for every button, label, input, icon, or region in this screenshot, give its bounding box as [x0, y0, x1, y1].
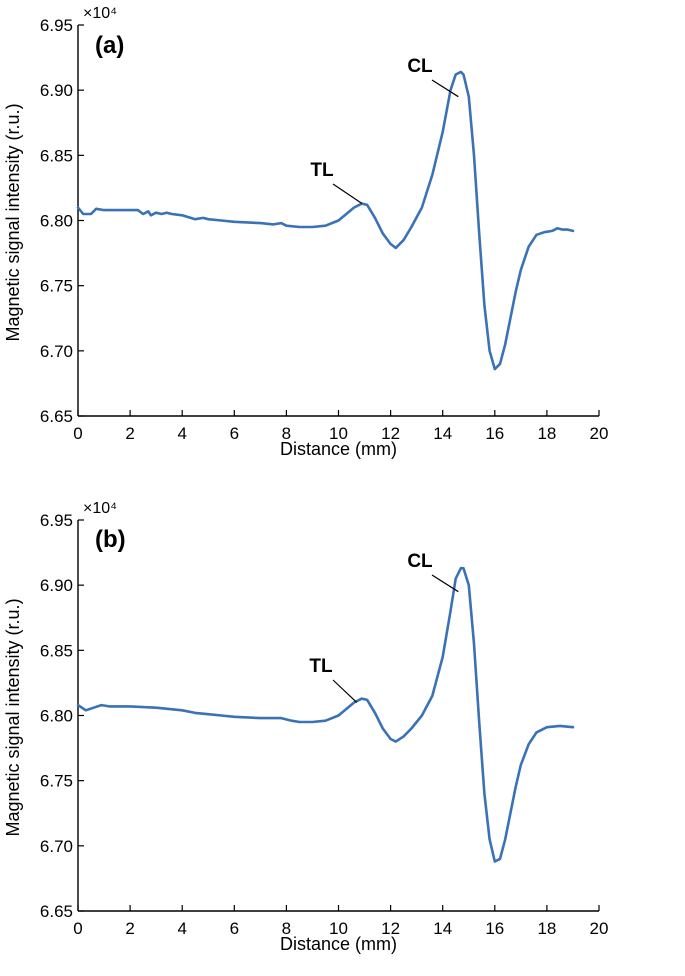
y-tick-label: 6.70: [40, 342, 73, 361]
x-axis-label: Distance (mm): [280, 934, 397, 954]
x-tick-label: 6: [230, 919, 239, 938]
panel-label: (a): [95, 32, 124, 59]
x-tick-label: 12: [381, 424, 400, 443]
annotation-tl-label: TL: [310, 160, 334, 181]
y-axis-label: Magnetic signal intensity (r.u.): [3, 598, 23, 836]
x-tick-label: 16: [485, 919, 504, 938]
panel-label: (b): [95, 526, 126, 553]
x-tick-label: 14: [433, 424, 452, 443]
panel-b: 0 2 4 6 8 10 12 14 16 18 20 6.65 6.70 6.75 6.80 6.85 6.9…: [3, 500, 608, 954]
x-tick-label: 8: [282, 919, 291, 938]
annotation-cl-leader: [431, 79, 459, 98]
series-line: [76, 566, 575, 863]
x-tick-label: 10: [329, 424, 348, 443]
x-tick-label: 4: [177, 919, 186, 938]
x-axis-label: Distance (mm): [280, 439, 397, 459]
y-tick-label: 6.65: [40, 407, 73, 426]
y-tick-label: 6.70: [40, 837, 73, 856]
x-tick-label: 6: [230, 424, 239, 443]
x-tick-label: 10: [329, 919, 348, 938]
y-multiplier-label: ×10⁴: [83, 5, 117, 22]
y-tick-label: 6.80: [40, 212, 73, 231]
annotation-cl-leader: [431, 574, 459, 593]
x-tick-label: 2: [125, 919, 134, 938]
y-tick-label: 6.75: [40, 277, 73, 296]
y-tick-label: 6.95: [40, 16, 73, 35]
x-tick-label: 18: [537, 919, 556, 938]
y-tick-label: 6.65: [40, 902, 73, 921]
y-tick-label: 6.80: [40, 707, 73, 726]
y-tick-label: 6.90: [40, 81, 73, 100]
annotation-cl-label: CL: [407, 56, 433, 77]
y-tick-label: 6.85: [40, 641, 73, 660]
annotation-cl-label: CL: [407, 551, 433, 572]
panel-a: 0 2 4 6 8 10 12 14 16 18 20 6.65 6.70 6.75 6.80 6.85 6.9…: [3, 5, 608, 459]
x-tick-label: 14: [433, 919, 452, 938]
annotation-tl-leader: [332, 183, 363, 205]
x-tick-label: 4: [177, 424, 186, 443]
x-tick-label: 0: [73, 919, 82, 938]
x-tick-label: 12: [381, 919, 400, 938]
y-tick-label: 6.75: [40, 772, 73, 791]
x-tick-label: 8: [282, 424, 291, 443]
y-multiplier-label: ×10⁴: [83, 500, 117, 517]
series-line: [76, 70, 575, 371]
y-tick-label: 6.90: [40, 576, 73, 595]
annotation-tl-label: TL: [309, 656, 333, 677]
x-tick-label: 20: [590, 919, 609, 938]
x-tick-label: 0: [73, 424, 82, 443]
x-tick-label: 20: [590, 424, 609, 443]
y-tick-label: 6.85: [40, 146, 73, 165]
annotation-tl-leader: [332, 679, 358, 703]
y-tick-label: 6.95: [40, 511, 73, 530]
x-tick-label: 16: [485, 424, 504, 443]
x-tick-label: 2: [125, 424, 134, 443]
y-axis-label: Magnetic signal intensity (r.u.): [3, 103, 23, 341]
x-tick-label: 18: [537, 424, 556, 443]
